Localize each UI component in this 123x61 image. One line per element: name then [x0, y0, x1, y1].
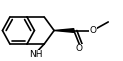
Text: O: O [89, 26, 96, 35]
Text: O: O [76, 44, 83, 53]
Text: NH: NH [30, 50, 43, 59]
Polygon shape [54, 29, 74, 32]
